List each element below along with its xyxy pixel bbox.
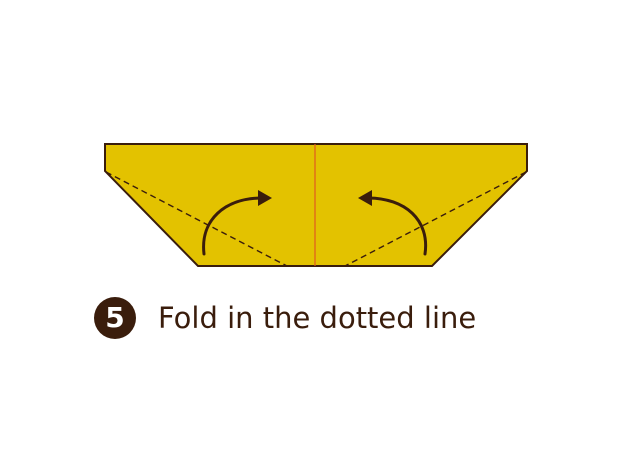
right-fold-arrow-icon [366,196,428,256]
left-fold-dotted-line [105,171,288,267]
left-fold-arrow-icon [202,196,264,256]
paper-shape [104,143,528,267]
step-instruction-text: Fold in the dotted line [158,301,477,335]
left-arrowhead-icon [258,190,272,206]
right-fold-dotted-line [344,171,527,267]
right-arrowhead-icon [358,190,372,206]
step-number-badge: 5 [94,297,136,339]
